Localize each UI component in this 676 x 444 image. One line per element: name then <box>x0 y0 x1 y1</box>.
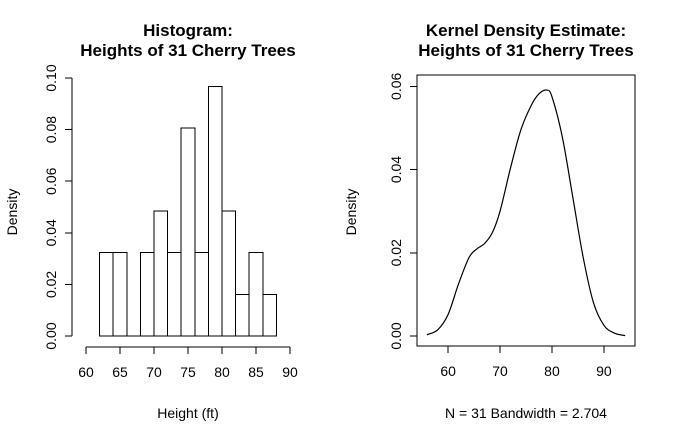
histogram-bar-10 <box>235 293 250 337</box>
density-title-line-1: Kernel Density Estimate: <box>426 21 626 40</box>
density-x-tick-label-0: 60 <box>440 363 456 379</box>
histogram-bar-9 <box>221 210 237 337</box>
histogram-x-axis: 60 65 70 75 80 85 90 <box>78 346 298 380</box>
histogram-bar-7 <box>194 252 209 337</box>
histogram-x-tick-label-6: 90 <box>282 364 298 380</box>
histogram-title-line-1: Histogram: <box>143 21 233 40</box>
density-x-tick-label-2: 80 <box>544 363 560 379</box>
histogram-y-axis: 0.00 0.02 0.04 0.06 0.08 0.10 <box>43 64 73 350</box>
histogram-x-tick-label-5: 85 <box>248 364 264 380</box>
histogram-x-tick-label-3: 75 <box>180 364 196 380</box>
density-x-tick-label-3: 90 <box>596 363 612 379</box>
histogram-bar-11 <box>248 252 264 337</box>
density-y-tick-label-2: 0.04 <box>388 156 404 183</box>
histogram-panel: Histogram: Heights of 31 Cherry Trees 60… <box>4 21 298 421</box>
histogram-bar-1 <box>112 252 128 337</box>
histogram-bar-5 <box>167 252 182 337</box>
density-curve <box>426 89 626 337</box>
histogram-y-tick-label-0: 0.00 <box>43 322 59 349</box>
histogram-bar-6 <box>180 127 196 337</box>
histogram-bar-0 <box>99 252 114 337</box>
histogram-x-tick-label-1: 65 <box>112 364 128 380</box>
density-y-axis: 0.00 0.02 0.04 0.06 <box>388 72 417 350</box>
histogram-bar-3 <box>139 252 155 337</box>
density-plot-box <box>416 74 636 347</box>
histogram-bar-8 <box>207 85 223 337</box>
histogram-y-tick-label-4: 0.08 <box>43 116 59 143</box>
density-title-line-2: Heights of 31 Cherry Trees <box>418 41 633 60</box>
histogram-x-tick-label-2: 70 <box>146 364 162 380</box>
histogram-y-tick-label-1: 0.02 <box>43 271 59 298</box>
histogram-y-axis-label: Density <box>4 189 20 236</box>
histogram-y-tick-label-3: 0.06 <box>43 167 59 194</box>
histogram-x-tick-label-0: 60 <box>78 364 94 380</box>
density-panel: Kernel Density Estimate: Heights of 31 C… <box>343 21 636 421</box>
histogram-y-tick-label-2: 0.04 <box>43 219 59 246</box>
histogram-bar-4 <box>153 210 169 337</box>
density-y-tick-label-0: 0.00 <box>388 322 404 349</box>
density-y-tick-label-1: 0.02 <box>388 239 404 266</box>
histogram-y-tick-label-5: 0.10 <box>43 64 59 91</box>
histogram-x-axis-label: Height (ft) <box>157 405 218 421</box>
histogram-bars <box>99 85 277 337</box>
density-x-axis: 60 70 80 90 <box>440 346 612 379</box>
density-x-tick-label-1: 70 <box>492 363 508 379</box>
histogram-bar-12 <box>262 293 277 337</box>
density-x-axis-label: N = 31 Bandwidth = 2.704 <box>445 405 607 421</box>
histogram-title-line-2: Heights of 31 Cherry Trees <box>80 41 295 60</box>
density-y-tick-label-3: 0.06 <box>388 72 404 99</box>
histogram-x-tick-label-4: 80 <box>214 364 230 380</box>
density-y-axis-label: Density <box>343 189 359 236</box>
